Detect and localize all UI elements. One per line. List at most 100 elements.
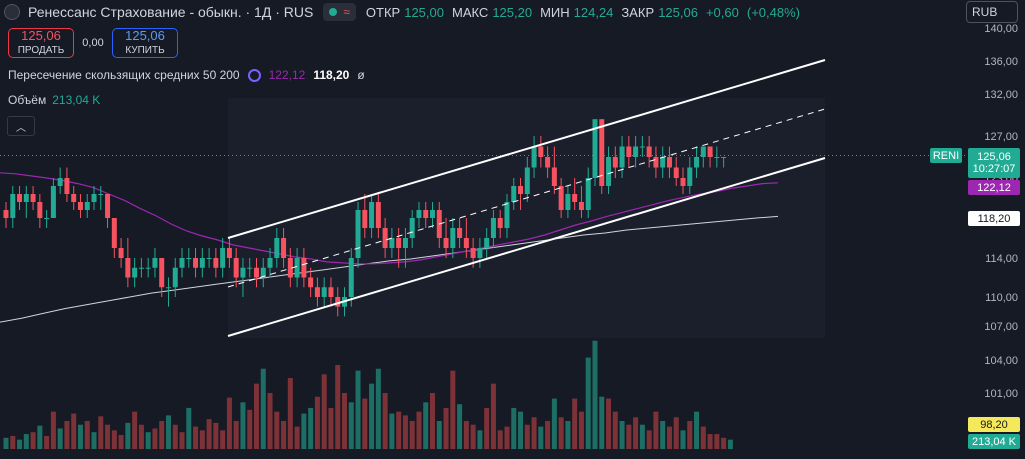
volume-bar (335, 365, 341, 449)
volume-bar (321, 374, 327, 449)
volume-bar (592, 340, 598, 449)
ma-cross-legend[interactable]: Пересечение скользящих средних 50 200 12… (8, 68, 365, 82)
volume-bar (132, 411, 138, 449)
volume-bar (145, 432, 151, 449)
volume-bar (518, 411, 524, 449)
candle-body (714, 157, 720, 158)
ohlc-low-label: МИН (540, 4, 570, 20)
collapse-legend-button[interactable]: ︿ (7, 116, 35, 136)
ohlc-low-value: 124,24 (573, 4, 614, 20)
candle-body (84, 202, 90, 210)
volume-bar (402, 415, 408, 449)
candle-body (673, 167, 679, 178)
volume-bar (484, 407, 490, 449)
volume-bar (653, 411, 659, 449)
volume-bar (633, 417, 639, 449)
volume-bar (714, 434, 720, 449)
volume-bar (294, 426, 300, 449)
candle-body (518, 186, 524, 194)
volume-bar (375, 368, 381, 449)
volume-bar (179, 432, 185, 449)
volume-bar (558, 417, 564, 449)
candle-body (118, 248, 124, 258)
spread-value: 0,00 (82, 37, 104, 49)
symbol-title[interactable]: Ренессанс Страхование - обыкн. · 1Д · RU… (28, 4, 314, 20)
ma50-line (0, 172, 779, 265)
candle-body (463, 238, 469, 248)
candle-body (592, 119, 598, 178)
symbol-logo-icon (4, 4, 20, 20)
vol-ma-label: 98,20 (968, 417, 1020, 432)
candle-body (30, 194, 36, 202)
candle-body (172, 267, 178, 288)
candle-body (443, 238, 449, 248)
candle-body (402, 238, 408, 248)
candle-body (348, 258, 354, 297)
candle-body (430, 210, 436, 218)
volume-bar (416, 411, 422, 449)
volume-bar (436, 421, 442, 449)
volume-bar (30, 432, 36, 449)
y-tick-label: 136,00 (984, 56, 1018, 68)
ohlc-change-value: +0,60 (705, 4, 739, 20)
channel-upper-line (227, 59, 826, 239)
channel-mid-line (227, 108, 826, 288)
volume-bar (666, 426, 672, 449)
candle-body (57, 178, 63, 186)
buy-price: 125,06 (125, 28, 165, 43)
volume-bar (497, 430, 503, 449)
candle-body (260, 267, 266, 278)
candle-body (572, 194, 578, 202)
candle-body (335, 297, 341, 307)
volume-bar (470, 424, 476, 449)
market-status-pill[interactable]: ≈ (323, 3, 356, 21)
volume-bar (37, 425, 43, 449)
candle-body (199, 258, 205, 268)
candle-body (538, 146, 544, 157)
y-tick-label: 107,00 (984, 321, 1018, 333)
volume-bar (308, 407, 314, 449)
ohlc-change-percent: (+0,48%) (746, 4, 800, 20)
buy-button[interactable]: 125,06 КУПИТЬ (112, 28, 178, 58)
ticker-label: RENI (930, 148, 962, 163)
candle-body (457, 228, 463, 238)
sell-button[interactable]: 125,06 ПРОДАТЬ (8, 28, 74, 58)
candle-body (660, 157, 666, 168)
buy-label: КУПИТЬ (125, 45, 165, 56)
volume-bar (3, 437, 9, 449)
volume-bar (342, 393, 347, 449)
candle-body (37, 202, 43, 218)
volume-bar (673, 417, 679, 449)
volume-bar (707, 434, 713, 449)
volume-bar (606, 398, 612, 449)
volume-bar (233, 421, 239, 449)
candle-body (159, 258, 165, 288)
candle-body (524, 167, 530, 194)
volume-bar (369, 383, 375, 449)
currency-selector[interactable]: RUB (966, 1, 1018, 23)
candle-body (653, 157, 659, 168)
volume-bar (301, 413, 307, 449)
ohlc-open-label: ОТКР (365, 4, 401, 20)
volume-bar (504, 426, 510, 449)
candle-body (281, 238, 287, 258)
candle-body (375, 202, 381, 228)
candle-body (17, 194, 23, 202)
volume-legend[interactable]: Объём 213,04 K (8, 93, 100, 107)
candle-body (666, 157, 672, 168)
volume-bar (524, 424, 530, 449)
volume-bar (443, 407, 449, 449)
volume-bar (23, 434, 29, 449)
volume-bar (430, 393, 436, 449)
ohlc-close-value: 125,06 (658, 4, 698, 20)
volume-bar (50, 411, 56, 449)
candle-body (355, 210, 361, 258)
candle-body (3, 210, 9, 218)
chart-header: Ренессанс Страхование - обыкн. · 1Д · RU… (0, 0, 804, 24)
candle-body (504, 202, 510, 228)
ohlc-close-label: ЗАКР (621, 4, 655, 20)
volume-bar (389, 413, 395, 449)
candle-body (50, 186, 56, 218)
candle-body (98, 194, 104, 195)
